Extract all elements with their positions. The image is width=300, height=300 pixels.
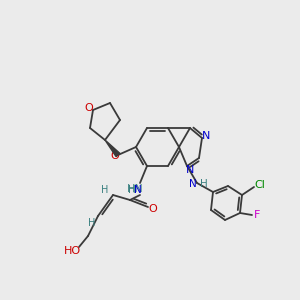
Text: N: N [134, 185, 142, 195]
Text: HN: HN [127, 184, 143, 194]
Text: HO: HO [63, 246, 81, 256]
Text: H: H [200, 179, 208, 189]
Polygon shape [105, 140, 120, 157]
Text: N: N [189, 179, 197, 189]
Text: Cl: Cl [255, 180, 266, 190]
Text: O: O [111, 151, 119, 161]
Text: H: H [128, 185, 136, 195]
Text: O: O [85, 103, 93, 113]
Text: H: H [101, 185, 109, 195]
Text: O: O [148, 204, 158, 214]
Text: N: N [186, 165, 194, 175]
Text: F: F [254, 210, 260, 220]
Text: H: H [88, 218, 96, 228]
Text: N: N [202, 131, 210, 141]
